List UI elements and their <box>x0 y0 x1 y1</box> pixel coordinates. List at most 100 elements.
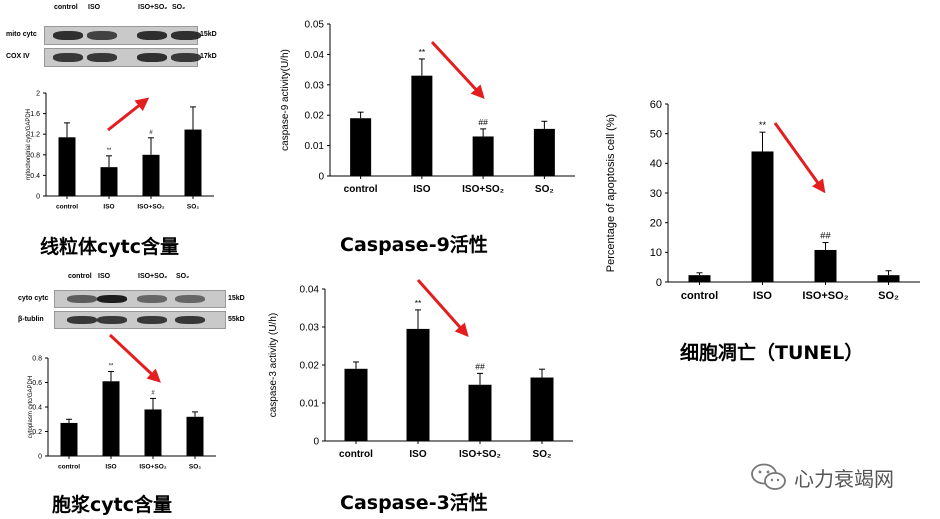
x-tick-label: control <box>681 290 718 302</box>
y-tick-label: 0 <box>656 277 662 289</box>
y-axis-label: Percentage of apoptosis cell (%) <box>605 114 617 272</box>
trend-arrow <box>773 122 826 194</box>
blot-band <box>53 31 83 40</box>
x-tick-label: ISO <box>105 464 116 471</box>
x-tick-label: SO₂ <box>187 204 199 211</box>
bar <box>751 151 774 282</box>
significance-marker: ** <box>415 298 422 308</box>
y-tick-label: 0.8 <box>30 152 40 159</box>
bar <box>688 275 711 282</box>
bar <box>100 167 118 196</box>
bar <box>144 409 162 456</box>
significance-marker: ** <box>107 148 112 154</box>
lane-label: SO₂ <box>176 273 190 280</box>
trend-arrow <box>416 279 469 338</box>
bar <box>877 275 900 282</box>
y-tick-label: 0.05 <box>305 20 325 31</box>
blot-band <box>97 316 127 324</box>
significance-marker: ** <box>109 363 114 369</box>
lane-label: ISO+SO₂ <box>138 4 168 11</box>
y-tick-label: 0.02 <box>300 361 320 372</box>
y-tick-label: 0 <box>318 172 324 183</box>
caption-mito: 线粒体cytc含量 <box>40 236 179 258</box>
significance-marker: ## <box>478 117 488 127</box>
bar <box>468 384 492 441</box>
blot-row-label: β-tublin <box>18 316 44 323</box>
y-axis-label: cytoplasm cytc/GAPDH <box>28 376 34 438</box>
bar <box>60 422 78 456</box>
molecular-weight-label: 17kD <box>200 53 217 60</box>
x-tick-label: SO₂ <box>878 290 899 302</box>
molecular-weight-label: 55kD <box>228 316 245 323</box>
watermark: 心力衰竭网 <box>750 462 894 492</box>
y-tick-label: 0.6 <box>32 380 42 387</box>
significance-marker: # <box>149 130 153 136</box>
y-tick-label: 1.2 <box>30 132 40 139</box>
blot-band <box>175 316 205 324</box>
y-tick-label: 40 <box>650 158 662 170</box>
blot-band <box>171 31 201 40</box>
bar <box>533 128 555 176</box>
bar <box>530 377 554 441</box>
chart-tunel: 0 10 20 30 40 50 60 Percentage of apoptosis cel… <box>605 99 920 302</box>
y-tick-label: 0 <box>36 193 40 200</box>
bar <box>102 381 120 456</box>
lane-label: control <box>68 273 92 280</box>
bar <box>350 118 372 176</box>
x-tick-label: ISO <box>409 449 426 460</box>
blot-band <box>137 53 167 62</box>
watermark-text: 心力衰竭网 <box>794 466 894 491</box>
chart-mito: 0 0.4 0.8 1.2 1.6 2 mitochondrial cytc/GAPDH co… <box>26 90 214 211</box>
y-tick-label: 60 <box>650 99 662 111</box>
y-tick-label: 0 <box>313 437 319 448</box>
bar <box>472 136 494 176</box>
y-tick-label: 30 <box>650 188 662 200</box>
caption-tunel: 细胞凋亡（TUNEL） <box>680 342 864 364</box>
bar <box>814 249 837 282</box>
chart-casp9: 0 0.01 0.02 0.03 0.04 0.05 caspase-9 activity(… <box>280 20 575 195</box>
blot-band <box>137 316 167 324</box>
blot-band <box>137 295 167 303</box>
blot-band <box>67 295 97 303</box>
y-tick-label: 0.04 <box>305 50 325 61</box>
y-tick-label: 50 <box>650 129 662 141</box>
blot-band <box>53 53 83 62</box>
x-tick-label: ISO+SO₂ <box>137 204 164 211</box>
blot-row-label: mito cytc <box>6 31 37 38</box>
significance-marker: ## <box>820 231 831 241</box>
x-tick-label: ISO <box>753 290 772 302</box>
y-tick-label: 0.03 <box>305 80 325 91</box>
lane-label: ISO <box>98 273 111 280</box>
y-tick-label: 20 <box>650 218 662 230</box>
x-tick-label: control <box>58 464 80 471</box>
y-tick-label: 0.02 <box>305 111 325 122</box>
y-tick-label: 0.03 <box>300 323 320 334</box>
x-tick-label: ISO+SO₂ <box>462 184 504 195</box>
blot-band <box>175 295 205 303</box>
x-tick-label: control <box>56 204 78 211</box>
bar <box>411 75 433 176</box>
y-tick-label: 0 <box>38 453 42 460</box>
y-tick-label: 0.04 <box>300 285 320 296</box>
bar <box>58 137 76 196</box>
x-tick-label: ISO <box>103 204 114 211</box>
bar <box>344 368 368 441</box>
y-tick-label: 0.8 <box>32 355 42 362</box>
x-tick-label: control <box>339 449 373 460</box>
bar <box>184 129 202 196</box>
significance-marker: # <box>151 390 155 396</box>
y-axis-label: mitochondrial cytc/GAPDH <box>26 109 32 180</box>
blot-row-label: COX IV <box>6 53 30 60</box>
x-tick-label: ISO+SO₂ <box>139 464 166 471</box>
significance-marker: ** <box>759 120 767 130</box>
significance-marker: ## <box>475 361 485 371</box>
x-tick-label: ISO+SO₂ <box>802 290 848 302</box>
y-tick-label: 0.2 <box>32 429 42 436</box>
blot-band <box>87 31 117 40</box>
blot-band <box>67 316 97 324</box>
blot-band <box>171 53 201 62</box>
x-tick-label: ISO <box>413 184 430 195</box>
trend-arrow <box>430 40 485 99</box>
y-tick-label: 0.4 <box>30 173 40 180</box>
